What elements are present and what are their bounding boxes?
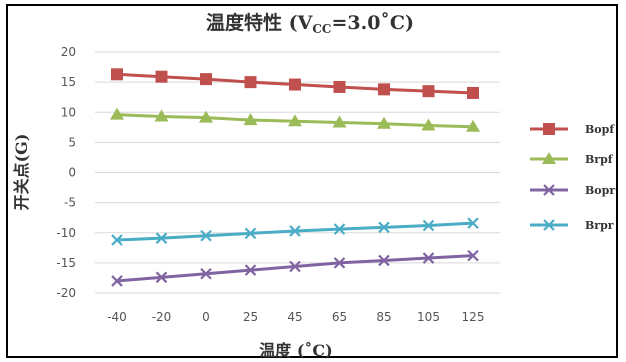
x-tick-label-2: 0 bbox=[202, 310, 210, 324]
x-axis-label: 温度 (˚C) bbox=[258, 340, 332, 360]
y-tick-label-1: 15 bbox=[61, 75, 76, 89]
data-point-brpf-4 bbox=[288, 114, 302, 127]
data-point-bopr-0 bbox=[111, 275, 123, 287]
x-tick-label-3: 25 bbox=[243, 310, 258, 324]
data-point-brpf-6 bbox=[377, 116, 391, 129]
x-tick-label-4: 45 bbox=[287, 310, 302, 324]
data-point-bopf-0 bbox=[111, 68, 123, 81]
chart-frame bbox=[6, 4, 618, 358]
chart-title-tail: =3.0˚C) bbox=[331, 11, 414, 34]
x-tick-label-6: 85 bbox=[376, 310, 391, 324]
legend-marker-brpf bbox=[542, 152, 556, 164]
legend: Bopf Brpf Bopr Brpr bbox=[530, 123, 615, 232]
data-point-brpf-3 bbox=[243, 113, 258, 126]
x-tick-labels: -40 -20 0 25 45 65 85 105 125 bbox=[107, 310, 484, 324]
legend-label-bopr: Bopr bbox=[585, 184, 615, 197]
legend-marker-bopf bbox=[543, 123, 555, 135]
data-point-brpf-0 bbox=[110, 107, 124, 120]
y-tick-label-5: -5 bbox=[64, 196, 76, 210]
chart-title-main: 温度特性 (V bbox=[206, 11, 314, 34]
y-tick-label-6: -10 bbox=[56, 226, 76, 240]
x-tick-label-7: 105 bbox=[417, 310, 440, 324]
data-point-bopf-4 bbox=[289, 78, 301, 91]
data-point-bopf-2 bbox=[200, 73, 212, 86]
x-tick-label-1: -20 bbox=[152, 310, 172, 324]
data-point-bopf-5 bbox=[333, 80, 346, 93]
data-point-brpr-2 bbox=[200, 229, 212, 242]
x-tick-label-8: 125 bbox=[462, 310, 485, 324]
data-point-bopr-8 bbox=[467, 249, 479, 262]
data-point-bopf-1 bbox=[155, 70, 168, 83]
x-tick-label-0: -40 bbox=[107, 310, 127, 324]
data-point-brpf-5 bbox=[332, 115, 347, 128]
data-point-brpr-5 bbox=[333, 223, 346, 235]
data-point-bopf-6 bbox=[378, 83, 390, 96]
data-point-brpr-6 bbox=[378, 221, 390, 234]
data-point-brpr-3 bbox=[244, 227, 257, 240]
legend-label-brpf: Brpf bbox=[585, 153, 614, 166]
data-point-bopr-7 bbox=[422, 252, 435, 264]
legend-marker-bopr bbox=[543, 184, 555, 196]
series-line-bopr bbox=[116, 254, 474, 283]
y-tick-label-2: 10 bbox=[61, 105, 76, 119]
data-point-brpf-8 bbox=[466, 119, 480, 132]
data-point-bopf-8 bbox=[467, 86, 479, 99]
data-point-brpr-7 bbox=[422, 219, 435, 232]
y-tick-label-7: -15 bbox=[56, 256, 76, 270]
chart-title-subscript: CC bbox=[312, 22, 331, 36]
data-point-bopr-1 bbox=[155, 271, 168, 284]
legend-label-bopf: Bopf bbox=[585, 123, 615, 136]
y-tick-label-8: -20 bbox=[56, 286, 76, 300]
chart-title: 温度特性 (VCC=3.0˚C) bbox=[206, 11, 414, 36]
legend-label-brpr: Brpr bbox=[585, 219, 614, 232]
data-point-bopr-6 bbox=[378, 254, 390, 267]
y-tick-label-4: 0 bbox=[68, 166, 76, 180]
legend-marker-brpr bbox=[543, 219, 555, 231]
data-point-brpf-7 bbox=[421, 118, 436, 131]
data-point-bopr-3 bbox=[244, 264, 257, 276]
data-point-brpr-0 bbox=[111, 234, 123, 246]
y-tick-labels: 20 15 10 5 0 -5 -10 -15 -20 bbox=[56, 45, 76, 300]
data-point-bopr-4 bbox=[289, 260, 301, 273]
y-tick-label-3: 5 bbox=[68, 135, 76, 149]
data-point-bopr-5 bbox=[333, 257, 346, 269]
data-point-brpf-2 bbox=[199, 110, 213, 123]
series-lines bbox=[110, 68, 480, 287]
data-point-brpr-1 bbox=[155, 232, 168, 244]
y-tick-label-0: 20 bbox=[61, 45, 76, 59]
data-point-bopr-2 bbox=[200, 267, 212, 280]
data-point-brpr-8 bbox=[467, 217, 479, 229]
data-point-brpr-4 bbox=[289, 225, 301, 237]
y-axis-label: 开关点(G) bbox=[12, 134, 31, 211]
data-point-brpf-1 bbox=[154, 109, 169, 122]
data-point-bopf-7 bbox=[422, 85, 435, 98]
data-point-bopf-3 bbox=[244, 76, 257, 89]
x-tick-label-5: 65 bbox=[332, 310, 347, 324]
